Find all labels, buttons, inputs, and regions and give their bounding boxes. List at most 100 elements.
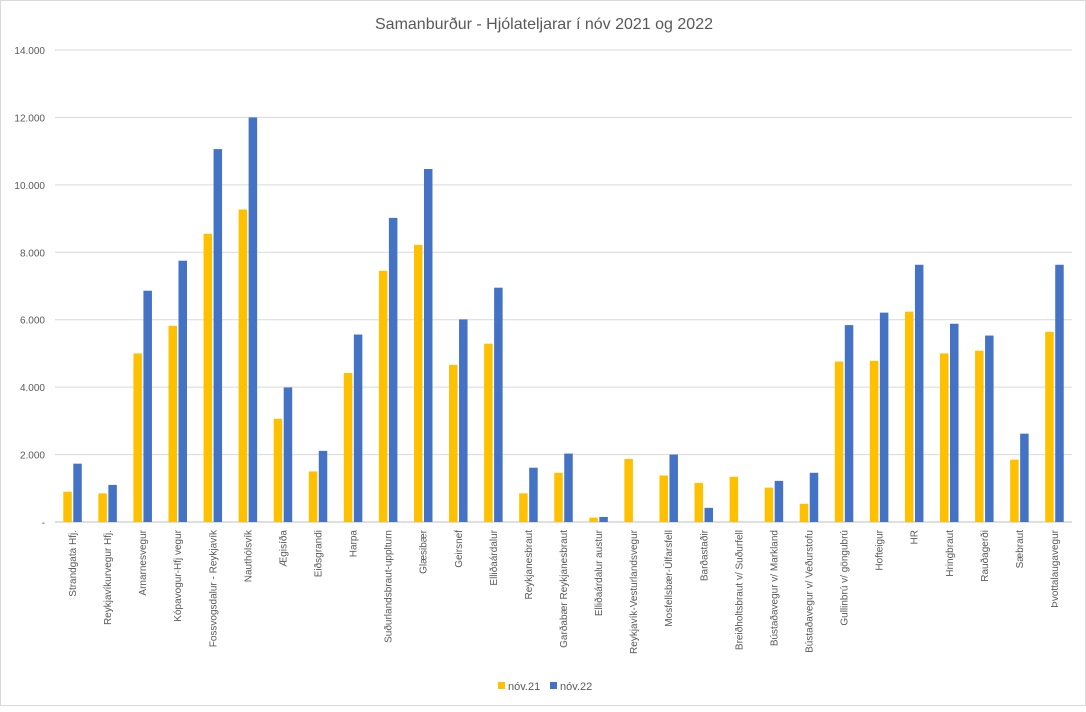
bar-nov21 (589, 517, 598, 522)
bar-nov21 (1045, 331, 1054, 522)
bar-nov22 (564, 453, 573, 522)
bar-nov22 (774, 480, 784, 522)
bar-nov21 (694, 482, 704, 522)
x-tick-label: Geirsnef (454, 530, 465, 568)
x-tick-label: Glæsibær (419, 529, 430, 574)
x-tick-label: Barðastaðir (698, 529, 710, 581)
x-tick-label: Eiðsgrandi (313, 530, 325, 577)
x-tick-label: Reykjavíkurvegur Hfj. (103, 530, 114, 625)
x-tick-label: Bústaðavegur v/ Veðurstofu (803, 530, 815, 653)
bar-nov22 (1055, 264, 1064, 522)
bar-nov21 (63, 491, 72, 522)
x-tick-label: Harpa (349, 530, 360, 558)
bar-nov22 (669, 454, 678, 522)
x-tick-label: Rauðagerði (979, 530, 991, 582)
legend-swatch (498, 682, 505, 689)
x-tick-label: Ægisíða (277, 530, 289, 567)
legend-swatch (550, 682, 557, 689)
bar-nov22 (213, 149, 223, 522)
x-tick-label: Kópavogur-Hfj vegur (173, 529, 184, 621)
y-tick-label: 12.000 (14, 113, 45, 124)
x-tick-label: Elliðaárdalur austur (593, 529, 605, 616)
bar-nov22 (248, 117, 258, 522)
bar-nov21 (799, 503, 809, 522)
gridlines (55, 49, 1072, 523)
bar-nov22 (985, 335, 994, 522)
x-tick-label: Fossvogsdalur - Reykjavík (208, 529, 219, 647)
x-tick-label: Nauthólsvík (243, 529, 254, 582)
x-tick-label: HR (910, 530, 921, 544)
bar-nov21 (904, 311, 914, 522)
y-tick-label: 6.000 (20, 316, 45, 327)
bar-nov22 (318, 450, 328, 522)
bar-nov21 (764, 487, 774, 522)
x-tick-label: Reykjanesbraut (524, 530, 535, 600)
bar-nov22 (353, 334, 363, 522)
bar-nov21 (1010, 459, 1019, 522)
x-tick-label: Bústaðavegur v/ Markland (768, 530, 780, 646)
bar-nov22 (283, 387, 293, 522)
bar-nov21 (308, 471, 318, 522)
bar-nov21 (484, 343, 493, 522)
bar-nov22 (459, 319, 468, 522)
x-tick-label: Hofteigur (875, 529, 886, 570)
x-tick-label: Arnarnesvegur (138, 529, 149, 595)
bar-nov21 (519, 493, 528, 522)
bar-nov21 (554, 472, 563, 522)
y-tick-label: 2.000 (20, 451, 45, 462)
bar-nov22 (423, 169, 433, 523)
bar-nov21 (168, 325, 177, 522)
x-tick-label: Breiðholtsbraut v/ Suðurfell (733, 530, 745, 650)
x-tick-label: Sæbraut (1015, 530, 1026, 569)
x-tick-label: Strandgata Hfj. (68, 530, 79, 597)
y-tick-label: - (42, 518, 45, 529)
bar-nov22 (704, 507, 714, 522)
legend: nóv.21 nóv.22 (498, 681, 592, 693)
legend-label: nóv.21 (508, 681, 540, 693)
y-tick-label: 4.000 (20, 383, 45, 394)
bar-nov21 (413, 244, 423, 522)
bar-nov21 (273, 418, 283, 522)
bar-nov22 (108, 484, 117, 522)
bar-nov22 (73, 463, 82, 522)
x-tick-label: Garðabær Reykjanesbraut (558, 530, 570, 648)
bar-nov22 (143, 290, 152, 522)
bar-nov21 (940, 353, 949, 522)
bar-nov21 (729, 476, 739, 522)
chart-title: Samanburður - Hjólateljarar í nóv 2021 o… (375, 16, 713, 33)
bar-nov22 (809, 472, 819, 522)
y-axis-ticks: - 2.000 4.000 6.000 8.000 10.000 12.000 14.000 (14, 46, 45, 529)
y-tick-label: 14.000 (14, 46, 45, 57)
x-tick-label: Reykjavík-Vesturlandsvegur (629, 529, 640, 654)
x-axis-ticks: Strandgata Hfj. Reykjavíkurvegur Hfj. Arna… (68, 529, 1061, 654)
legend-label: nóv.22 (560, 681, 592, 693)
bar-nov22 (494, 287, 503, 522)
bar-nov21 (133, 353, 142, 522)
bar-nov21 (624, 458, 633, 522)
bar-nov21 (203, 233, 213, 522)
bar-nov21 (238, 209, 248, 522)
bar-nov22 (1020, 433, 1029, 522)
bar-nov21 (659, 475, 668, 522)
bar-nov22 (844, 325, 854, 522)
x-tick-label: Suðurlandsbraut-upplturn (383, 530, 395, 643)
x-tick-label: Mosfellsbær-Úlfarsfell (662, 530, 675, 627)
bar-nov22 (529, 467, 538, 522)
bar-nov21 (975, 350, 984, 522)
x-tick-label: Þvottalaugavegur (1050, 529, 1061, 608)
bar-nov21 (343, 372, 353, 522)
bar-nov22 (388, 217, 398, 522)
x-tick-label: Gullinbrú v/ göngubrú (840, 530, 851, 626)
bar-nov22 (599, 516, 608, 522)
bar-nov21 (449, 364, 458, 522)
bar-nov22 (914, 264, 924, 522)
bar-nov22 (879, 312, 889, 522)
bars (63, 117, 1064, 523)
y-tick-label: 8.000 (20, 248, 45, 259)
x-tick-label: Elliðaárdalur (488, 529, 500, 585)
bar-nov21 (834, 361, 844, 522)
bar-nov21 (98, 493, 107, 522)
bar-nov22 (950, 323, 959, 522)
